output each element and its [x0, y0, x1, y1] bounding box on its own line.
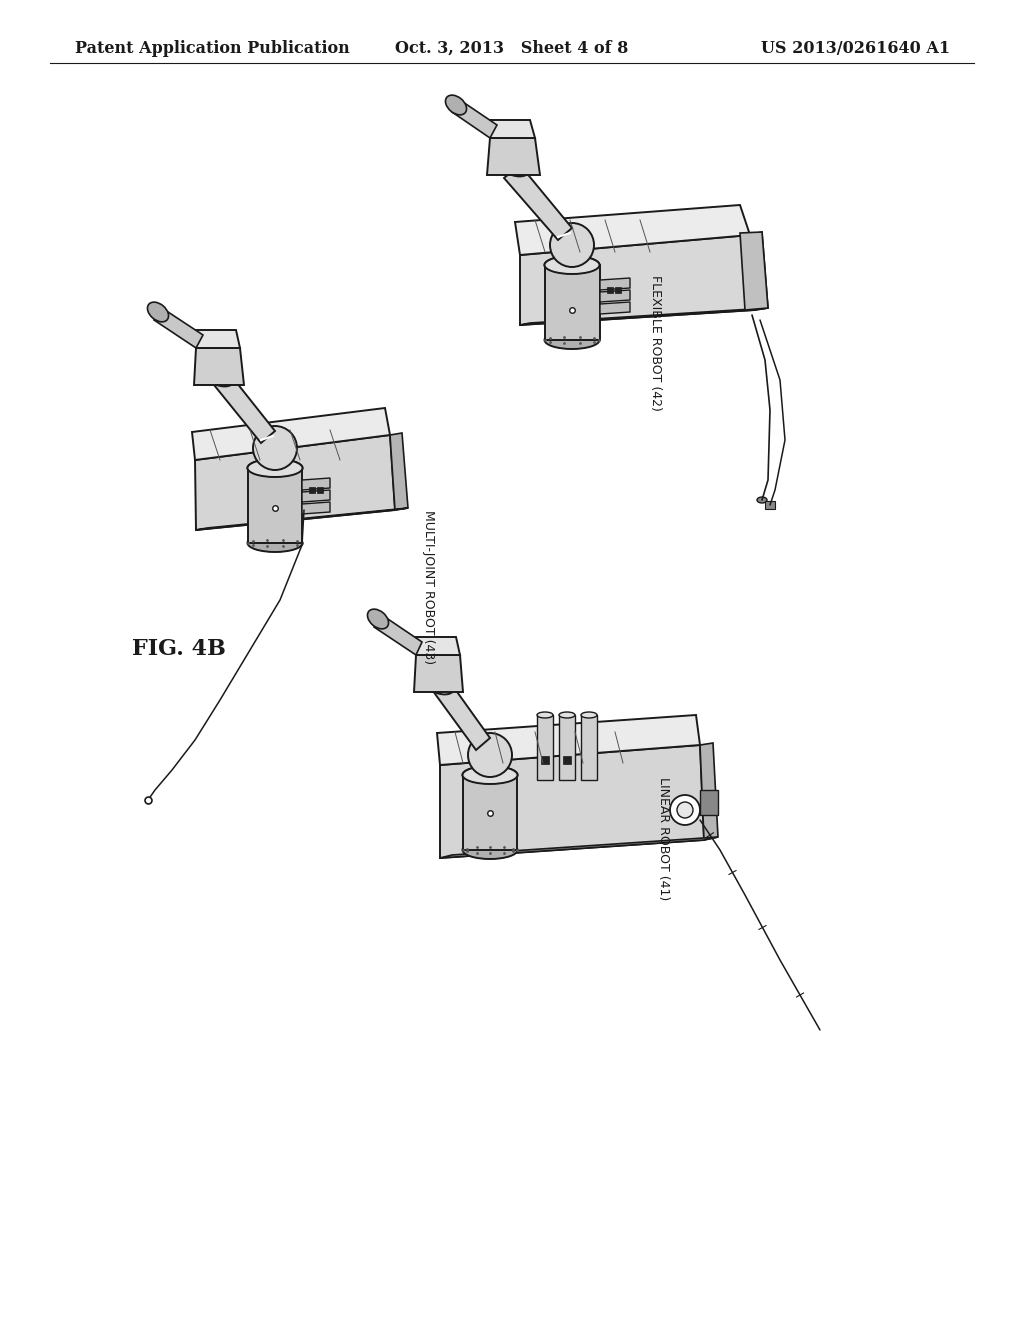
Ellipse shape [463, 766, 517, 784]
Ellipse shape [468, 733, 512, 777]
Polygon shape [504, 165, 572, 240]
Bar [317, 487, 323, 492]
Polygon shape [515, 205, 750, 255]
Ellipse shape [445, 95, 467, 115]
Ellipse shape [559, 711, 575, 718]
Ellipse shape [419, 665, 456, 694]
Bar [607, 286, 613, 293]
Polygon shape [600, 290, 630, 302]
Ellipse shape [199, 358, 236, 387]
Polygon shape [302, 490, 330, 502]
Ellipse shape [248, 459, 302, 477]
Text: US 2013/0261640 A1: US 2013/0261640 A1 [761, 40, 950, 57]
Ellipse shape [757, 498, 767, 503]
Ellipse shape [670, 795, 700, 825]
Ellipse shape [253, 426, 297, 470]
Polygon shape [248, 469, 302, 543]
Polygon shape [600, 279, 630, 290]
Polygon shape [390, 433, 408, 510]
Ellipse shape [581, 711, 597, 718]
Polygon shape [600, 302, 630, 314]
Text: FIG. 4B: FIG. 4B [132, 639, 226, 660]
Polygon shape [430, 675, 490, 750]
Bar [309, 487, 315, 492]
Bar [563, 756, 571, 764]
Polygon shape [412, 638, 460, 655]
Polygon shape [520, 308, 768, 325]
Bar [765, 502, 775, 510]
Polygon shape [195, 436, 395, 531]
Polygon shape [193, 408, 390, 459]
Ellipse shape [550, 223, 594, 267]
Bar [615, 286, 621, 293]
Polygon shape [437, 715, 700, 766]
Polygon shape [463, 775, 517, 850]
Polygon shape [700, 789, 718, 814]
Text: Patent Application Publication: Patent Application Publication [75, 40, 350, 57]
Polygon shape [196, 508, 408, 531]
Text: MULTI-JOINT ROBOT (43): MULTI-JOINT ROBOT (43) [422, 511, 434, 664]
Polygon shape [487, 139, 540, 176]
Polygon shape [485, 120, 535, 139]
Polygon shape [700, 743, 718, 840]
Polygon shape [154, 308, 203, 348]
Polygon shape [559, 715, 575, 780]
Polygon shape [740, 232, 768, 310]
Ellipse shape [248, 535, 302, 552]
Polygon shape [302, 478, 330, 490]
Ellipse shape [494, 148, 530, 177]
Ellipse shape [545, 256, 599, 275]
Polygon shape [194, 348, 244, 385]
Polygon shape [545, 265, 600, 341]
Ellipse shape [368, 609, 388, 628]
Ellipse shape [545, 331, 599, 348]
Polygon shape [374, 615, 422, 655]
Ellipse shape [463, 766, 517, 784]
Text: LINEAR ROBOT (41): LINEAR ROBOT (41) [657, 776, 670, 900]
Ellipse shape [248, 459, 302, 477]
Text: Oct. 3, 2013   Sheet 4 of 8: Oct. 3, 2013 Sheet 4 of 8 [395, 40, 629, 57]
Ellipse shape [545, 256, 599, 275]
Polygon shape [750, 232, 768, 310]
Polygon shape [440, 744, 705, 858]
Polygon shape [452, 100, 497, 139]
Polygon shape [414, 655, 463, 692]
Polygon shape [520, 235, 755, 325]
Text: FLEXIBLE ROBOT (42): FLEXIBLE ROBOT (42) [649, 276, 662, 411]
Polygon shape [302, 502, 330, 513]
Bar [541, 756, 549, 764]
Polygon shape [210, 368, 275, 444]
Ellipse shape [147, 302, 169, 322]
Polygon shape [537, 715, 553, 780]
Ellipse shape [677, 803, 693, 818]
Ellipse shape [463, 841, 517, 859]
Polygon shape [581, 715, 597, 780]
Ellipse shape [537, 711, 553, 718]
Polygon shape [193, 330, 240, 348]
Polygon shape [440, 837, 718, 858]
